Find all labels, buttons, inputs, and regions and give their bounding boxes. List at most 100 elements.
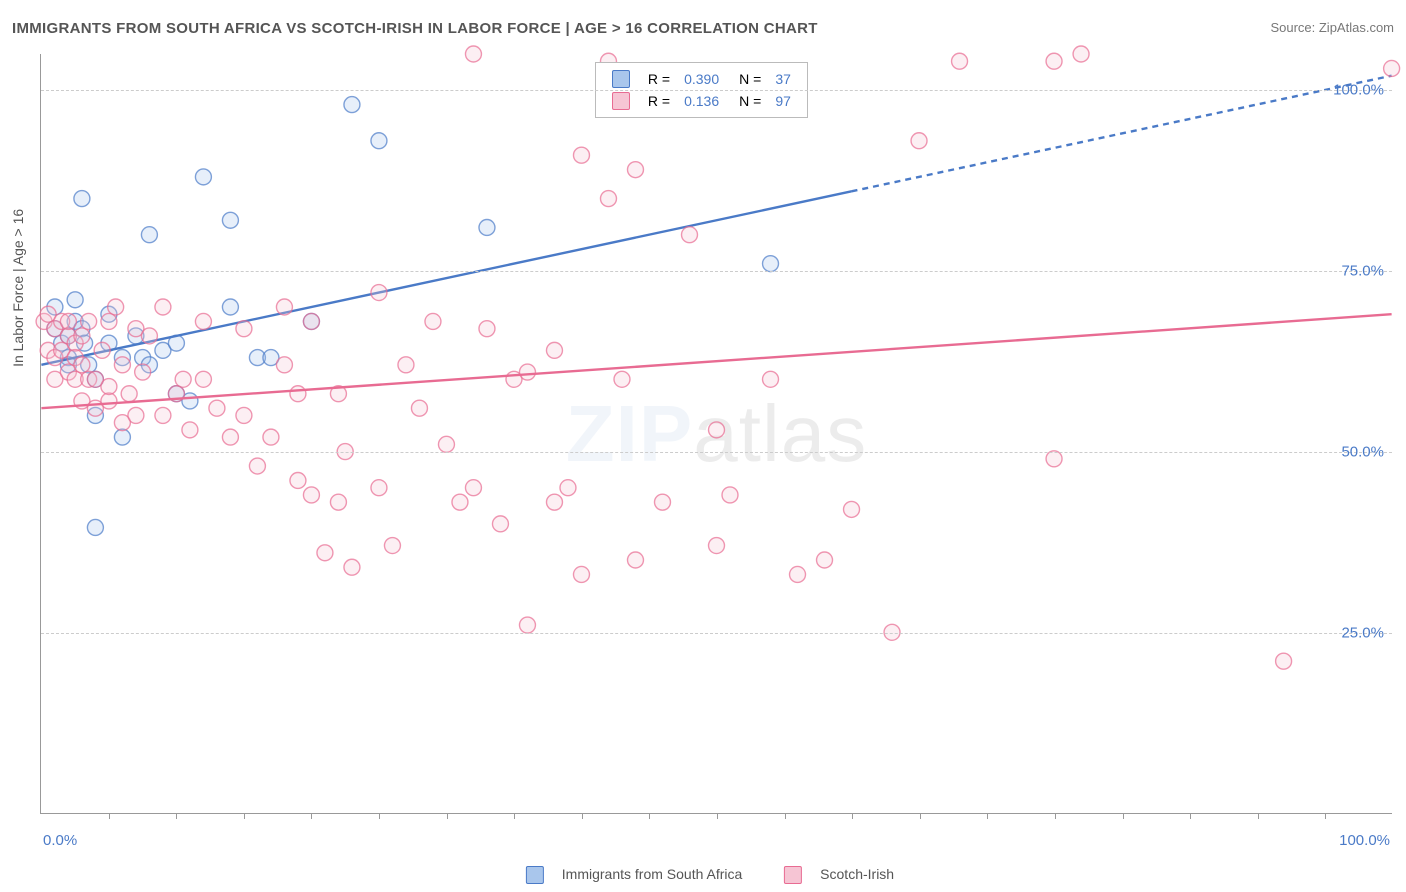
data-point [627,552,643,568]
x-minor-tick [311,813,312,819]
data-point [655,494,671,510]
data-point [155,299,171,315]
data-point [222,299,238,315]
data-point [141,227,157,243]
data-point [317,545,333,561]
data-point [952,53,968,69]
x-minor-tick [176,813,177,819]
data-point [249,458,265,474]
x-minor-tick [785,813,786,819]
legend-r-value: 0.390 [678,69,725,89]
data-point [763,256,779,272]
legend-n-value: 37 [769,69,797,89]
data-point [790,566,806,582]
data-point [74,328,90,344]
data-point [763,371,779,387]
data-point [546,342,562,358]
x-minor-tick [852,813,853,819]
data-point [276,299,292,315]
legend-swatch [612,92,630,110]
data-point [195,371,211,387]
data-point [155,407,171,423]
x-minor-tick [109,813,110,819]
data-point [330,494,346,510]
data-point [465,480,481,496]
gridline [41,90,1392,91]
gridline [41,271,1392,272]
x-minor-tick [379,813,380,819]
data-point [722,487,738,503]
data-point [303,313,319,329]
data-point [519,617,535,633]
data-point [290,472,306,488]
trend-line-extrapolated [852,76,1392,192]
data-point [182,422,198,438]
x-minor-tick [1258,813,1259,819]
series-legend: Immigrants from South Africa Scotch-Iris… [498,866,908,884]
data-point [236,321,252,337]
data-point [101,393,117,409]
legend-swatch [784,866,802,884]
data-point [371,285,387,301]
data-point [236,407,252,423]
data-point [94,342,110,358]
x-minor-tick [514,813,515,819]
data-point [1046,451,1062,467]
data-point [195,313,211,329]
x-minor-tick [1325,813,1326,819]
plot-area: ZIPatlas R =0.390N =37R =0.136N =97 25.0… [40,54,1392,814]
data-point [709,422,725,438]
data-point [479,321,495,337]
legend-item: Immigrants from South Africa [512,866,742,882]
data-point [303,487,319,503]
data-point [114,357,130,373]
data-point [519,364,535,380]
y-tick-label: 50.0% [1341,444,1384,461]
data-point [425,313,441,329]
data-point [682,227,698,243]
legend-swatch [612,70,630,88]
data-point [128,407,144,423]
data-point [195,169,211,185]
data-point [74,357,90,373]
data-point [573,566,589,582]
data-point [290,386,306,402]
data-point [600,191,616,207]
data-point [60,313,76,329]
data-point [573,147,589,163]
data-point [492,516,508,532]
y-tick-label: 75.0% [1341,263,1384,280]
x-tick-label-max: 100.0% [1339,832,1390,849]
gridline [41,633,1392,634]
data-point [614,371,630,387]
x-minor-tick [447,813,448,819]
data-point [276,357,292,373]
data-point [911,133,927,149]
data-point [175,371,191,387]
data-point [81,313,97,329]
x-minor-tick [920,813,921,819]
x-minor-tick [1055,813,1056,819]
legend-n-label: N = [727,69,767,89]
legend-n-value: 97 [769,91,797,111]
data-point [263,429,279,445]
x-minor-tick [582,813,583,819]
data-point [74,191,90,207]
legend-n-label: N = [727,91,767,111]
legend-item: Scotch-Irish [770,866,894,882]
data-point [344,559,360,575]
data-point [479,219,495,235]
chart-title: IMMIGRANTS FROM SOUTH AFRICA VS SCOTCH-I… [12,20,818,37]
data-point [1046,53,1062,69]
data-point [114,429,130,445]
data-point [709,538,725,554]
y-tick-label: 25.0% [1341,625,1384,642]
x-minor-tick [244,813,245,819]
data-point [67,292,83,308]
data-point [1384,60,1400,76]
data-point [817,552,833,568]
data-point [371,480,387,496]
data-point [87,519,103,535]
data-point [1073,46,1089,62]
data-point [844,501,860,517]
